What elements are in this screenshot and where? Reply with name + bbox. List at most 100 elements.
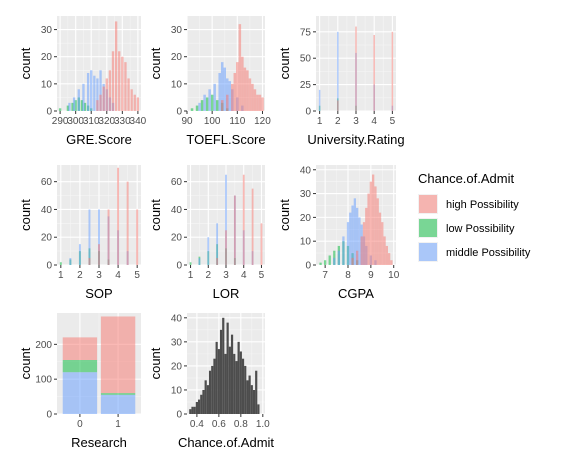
- x-tick-label: 300: [67, 116, 84, 127]
- x-tick-label: 0.6: [212, 419, 226, 430]
- bar-dark: [206, 385, 209, 414]
- bar-high: [236, 62, 239, 111]
- legend-title: Chance.of.Admit: [418, 171, 514, 186]
- y-tick-label: 0: [46, 261, 52, 272]
- y-tick-label: 100: [35, 375, 52, 386]
- bar-high: [118, 51, 121, 111]
- bar-low: [195, 105, 199, 111]
- bar-middle: [213, 83, 216, 111]
- bar-high: [242, 174, 245, 265]
- y-tick-label: 20: [171, 52, 183, 63]
- bar-high: [105, 78, 108, 111]
- stacked-bar-low: [100, 393, 136, 395]
- x-tick-label: 2: [205, 270, 211, 281]
- x-axis-title: University.Rating: [307, 132, 404, 147]
- bar-middle: [220, 62, 224, 111]
- bar-high: [373, 35, 375, 111]
- bar-high: [385, 245, 388, 265]
- bar-middle: [216, 223, 219, 265]
- bar-middle: [198, 258, 201, 265]
- y-tick-label: 30: [171, 337, 183, 348]
- stacked-bar-high: [100, 316, 136, 394]
- bar-low: [190, 108, 194, 111]
- x-axis-title: LOR: [213, 286, 240, 301]
- y-tick-label: 10: [300, 237, 312, 248]
- bar-high: [372, 174, 375, 265]
- bar-middle: [90, 70, 93, 111]
- bar-middle: [98, 209, 100, 265]
- x-axis-title: Chance.of.Admit: [178, 435, 274, 450]
- bar-middle: [208, 89, 211, 111]
- y-axis-title: count: [148, 199, 163, 231]
- bar-dark: [202, 389, 205, 414]
- x-axis-title: CGPA: [338, 286, 374, 301]
- y-tick-label: 60: [41, 177, 53, 188]
- y-tick-label: 30: [171, 25, 183, 36]
- x-tick-label: 330: [114, 116, 131, 127]
- y-tick-label: 20: [171, 361, 183, 372]
- bar-middle: [228, 81, 232, 111]
- x-tick-label: 1: [317, 116, 323, 127]
- bar-dark: [241, 358, 245, 414]
- x-tick-label: 100: [204, 116, 221, 127]
- x-tick-label: 1: [115, 419, 121, 430]
- x-axis-title: GRE.Score: [66, 132, 132, 147]
- bar-middle: [207, 237, 210, 265]
- panel-lor: 1 2 3 4 5 0 20 40 60 LOR count: [148, 165, 265, 301]
- bar-middle: [225, 174, 227, 265]
- bar-middle: [218, 73, 221, 111]
- bar-middle: [86, 73, 90, 111]
- x-tick-label: 5: [390, 116, 396, 127]
- bar-dark: [204, 380, 207, 414]
- bar-dark: [224, 353, 227, 414]
- bar-dark: [257, 404, 260, 414]
- y-tick-label: 0: [176, 261, 182, 272]
- legend-swatch-middle: [419, 243, 437, 261]
- y-tick-label: 50: [300, 54, 312, 65]
- y-axis-title: count: [277, 199, 292, 231]
- y-tick-label: 0: [305, 107, 311, 118]
- x-tick-label: 0.8: [234, 419, 248, 430]
- bar-low: [59, 262, 62, 265]
- bar-high: [117, 167, 120, 265]
- bar-high: [233, 73, 237, 111]
- bar-middle: [88, 209, 91, 265]
- x-tick-label: 4: [115, 270, 121, 281]
- bar-middle: [342, 236, 345, 265]
- x-tick-label: 10: [388, 270, 400, 281]
- x-tick-label: 0: [77, 419, 83, 430]
- bar-dark: [189, 409, 192, 414]
- legend-label-low: low Possibility: [446, 223, 515, 235]
- bar-high: [337, 100, 339, 111]
- bar-high: [246, 70, 249, 111]
- x-tick-label: 1: [58, 270, 64, 281]
- legend: Chance.of.Admit high Possibility low Possi…: [418, 171, 531, 262]
- bar-dark: [193, 406, 196, 414]
- bar-high: [241, 56, 244, 111]
- y-tick-label: 0: [46, 410, 52, 421]
- y-axis-title: count: [148, 47, 163, 79]
- bar-middle: [356, 207, 359, 265]
- x-tick-label: 0.4: [190, 419, 204, 430]
- stacked-bar-middle: [62, 372, 98, 414]
- y-tick-label: 20: [41, 52, 53, 63]
- bar-high: [381, 222, 384, 265]
- bar-high: [114, 21, 118, 111]
- x-tick-label: 2: [77, 270, 83, 281]
- bar-high: [367, 193, 370, 265]
- x-tick-label: 3: [353, 116, 359, 127]
- bar-dark: [222, 317, 225, 414]
- bar-low: [189, 262, 192, 265]
- bar-high: [136, 97, 140, 111]
- x-tick-label: 3: [96, 270, 102, 281]
- x-tick-label: 320: [98, 116, 115, 127]
- y-tick-label: 40: [171, 313, 183, 324]
- bar-low: [215, 100, 219, 111]
- bar-dark: [246, 380, 249, 414]
- bar-middle: [318, 89, 321, 111]
- x-tick-label: 1: [188, 270, 194, 281]
- bar-high: [220, 100, 224, 111]
- legend-swatch-low: [419, 219, 437, 237]
- x-tick-label: 9: [368, 270, 374, 281]
